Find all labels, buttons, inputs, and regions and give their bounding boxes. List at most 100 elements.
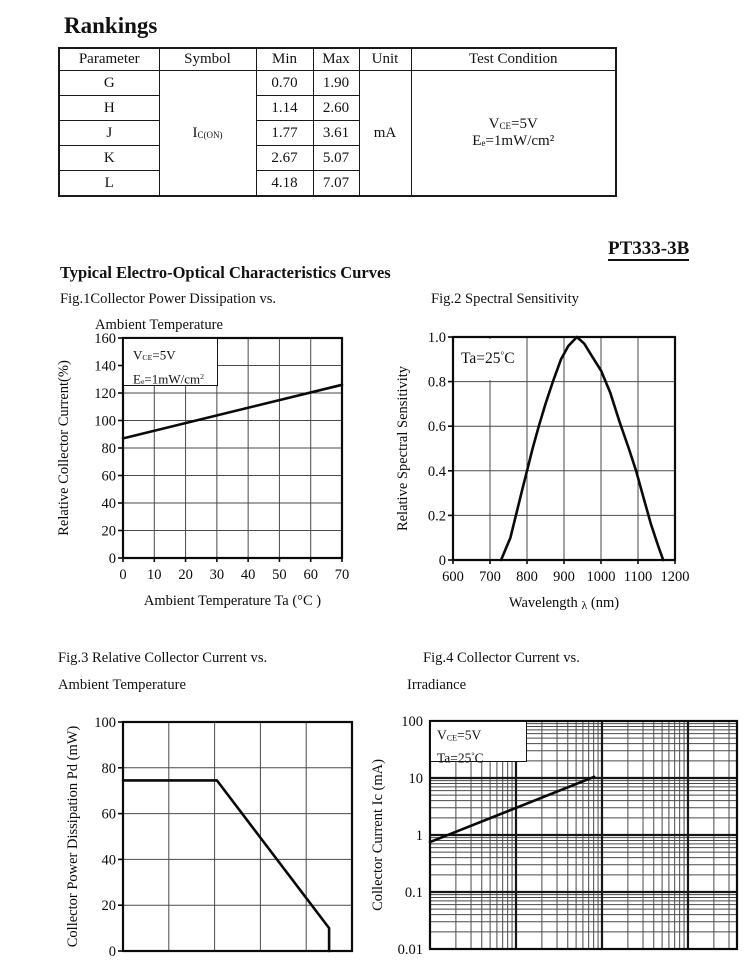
y-tick-label: 160 <box>94 331 116 347</box>
y-tick-label: 10 <box>409 771 424 787</box>
fig3-caption-line2: Ambient Temperature <box>58 677 186 693</box>
fig2-plot: 0 0.2 0.4 0.6 0.8 1.0 600 700 800 900 1000 1100 1200… <box>395 330 690 612</box>
y-tick-label: 0 <box>439 553 446 569</box>
plot-border <box>121 720 354 953</box>
x-tick-label: 1100 <box>624 569 652 585</box>
min-cell: 0.70 <box>255 70 314 96</box>
max-cell: 3.61 <box>312 120 360 146</box>
parameter-cell: L <box>58 170 160 197</box>
max-cell: 5.07 <box>312 145 360 171</box>
x-tick-label: 50 <box>272 567 287 583</box>
fig4-caption-line2: Irradiance <box>407 677 467 693</box>
parameter-cell: H <box>58 95 160 121</box>
x-tick-label: 60 <box>303 567 318 583</box>
fig2-annotation-line1: Ta=25°C <box>461 350 515 368</box>
tick-marks <box>118 337 343 562</box>
x-tick-label: 0 <box>119 567 126 583</box>
tick-marks <box>118 721 123 952</box>
y-tick-label: 40 <box>102 496 117 512</box>
data-curve <box>121 383 344 440</box>
test-condition-line2: Ee=1mW/cm² <box>472 133 555 149</box>
max-cell: 7.07 <box>312 170 360 197</box>
section-heading: Typical Electro-Optical Characteristics … <box>60 263 391 282</box>
fig4-annotation-line1: VCE=5V <box>437 727 482 743</box>
y-tick-label: 20 <box>102 898 117 914</box>
y-tick-label: 0.4 <box>428 464 447 480</box>
y-tick-label: 1.0 <box>428 330 446 346</box>
x-tick-label: 20 <box>178 567 193 583</box>
fig3-plot: 0 20 40 60 80 100 Collector Power Dissipation … <box>65 715 354 960</box>
y-tick-label: 0.2 <box>428 508 446 524</box>
y-tick-label: 120 <box>94 386 116 402</box>
table-row: H 1.14 2.60 <box>58 95 616 121</box>
symbol-cell: IC(ON) <box>158 70 257 197</box>
max-cell: 2.60 <box>312 95 360 121</box>
part-number: PT333-3B <box>608 238 690 261</box>
x-tick-label: 1200 <box>661 569 690 585</box>
y-tick-label: 80 <box>102 761 117 777</box>
fig2-caption: Fig.2 Spectral Sensitivity <box>431 291 579 307</box>
x-axis-title: Ambient Temperature Ta (°C ) <box>144 593 321 609</box>
y-tick-label: 40 <box>102 852 117 868</box>
x-tick-label: 600 <box>442 569 464 585</box>
column-header: Unit <box>358 47 412 71</box>
y-tick-label: 60 <box>102 469 117 485</box>
y-tick-label: 80 <box>102 441 117 457</box>
tick-marks <box>448 336 676 564</box>
data-curve <box>428 775 596 844</box>
data-curve <box>121 779 331 953</box>
tick-labels: 0 20 40 60 80 100 <box>94 715 116 960</box>
y-tick-label: 100 <box>94 715 116 731</box>
parameter-cell: K <box>58 145 160 171</box>
y-tick-label: 60 <box>102 807 117 823</box>
fig1-annotation: VCE=5V Ee=1mW/cm2 <box>123 338 218 386</box>
fig1-annotation-line1: VCE=5V <box>133 347 176 363</box>
fig1-plot: 0 20 40 60 80 100 120 140 160 0 10 20 30 40 50 60 70 Rela… <box>56 331 349 609</box>
plot-border <box>428 719 739 951</box>
fig1-chart: VCE=5V Ee=1mW/cm2 0 20 40 60 80 100 120 140 160 0… <box>55 325 367 625</box>
max-cell: 1.90 <box>312 70 360 96</box>
fig1-caption-line2: Ambient Temperature <box>95 317 223 333</box>
grid-major <box>430 721 737 949</box>
x-tick-label: 40 <box>241 567 256 583</box>
y-axis-title: Collector Power Dissipation Pd (mW) <box>65 726 81 948</box>
table-header-row: Parameter Symbol Min Max Unit Test Condition <box>58 47 617 71</box>
test-condition-cell: VCE=5V Ee=1mW/cm² <box>410 70 617 197</box>
y-axis-title: Collector Current Ic (mA) <box>370 759 386 911</box>
min-cell: 4.18 <box>255 170 314 197</box>
grid-minor <box>123 722 352 951</box>
tick-labels: 0 20 40 60 80 100 120 140 160 0 10 20 30 40 50 60 70 <box>94 331 349 583</box>
min-cell: 2.67 <box>255 145 314 171</box>
parameter-cell: G <box>58 70 160 96</box>
grid-minor <box>123 338 342 558</box>
fig1-caption-line1: Fig.1Collector Power Dissipation vs. <box>60 291 277 307</box>
x-tick-label: 800 <box>516 569 538 585</box>
fig3-caption-line1: Fig.3 Relative Collector Current vs. <box>58 650 268 666</box>
y-tick-label: 0 <box>109 551 116 567</box>
y-tick-label: 0.1 <box>405 885 423 901</box>
part-number-wrap: PT333-3B <box>608 238 690 261</box>
y-tick-label: 140 <box>94 359 116 375</box>
x-tick-label: 700 <box>479 569 501 585</box>
y-tick-label: 100 <box>401 714 423 730</box>
y-tick-label: 20 <box>102 524 117 540</box>
tick-labels: 0 0.2 0.4 0.6 0.8 1.0 600 700 800 900 1000 1100 1200 <box>428 330 690 585</box>
unit-cell: mA <box>358 70 412 197</box>
y-tick-label: 0 <box>109 944 116 960</box>
min-cell: 1.14 <box>255 95 314 121</box>
fig3-chart: 0 20 40 60 80 100 Collector Power Dissipation … <box>55 710 367 961</box>
y-axis-title: Relative Collector Current(%) <box>56 360 72 536</box>
rankings-table-body: G IC(ON) 0.70 1.90 mA VCE=5V Ee=1mW/cm² H 1.14 2.… <box>58 70 617 197</box>
rankings-table-head: Parameter Symbol Min Max Unit Test Condition <box>58 47 617 71</box>
x-tick-label: 30 <box>210 567 225 583</box>
fig4-chart: VCE=5V Ta=25°C 100 10 1 0.1 0.01 Collector Cu… <box>365 706 750 961</box>
fig4-annotation-line2: Ta=25°C <box>437 750 484 766</box>
x-tick-label: 70 <box>335 567 350 583</box>
table-row: G IC(ON) 0.70 1.90 mA VCE=5V Ee=1mW/cm² <box>58 70 617 197</box>
column-header: Test Condition <box>410 47 617 71</box>
grid-minor <box>453 337 675 560</box>
test-condition-line1: VCE=5V <box>488 116 538 132</box>
x-tick-label: 900 <box>553 569 575 585</box>
page-title: Rankings <box>64 13 158 38</box>
fig4-caption-line1: Fig.4 Collector Current vs. <box>423 650 580 666</box>
